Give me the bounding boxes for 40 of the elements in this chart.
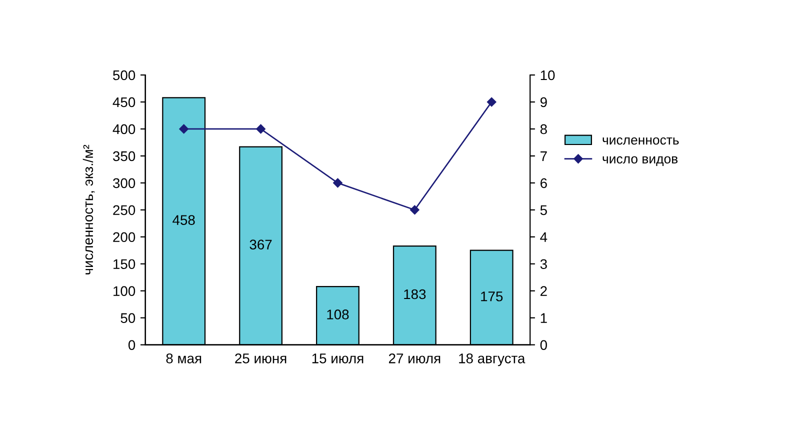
x-tick-label: 15 июля xyxy=(312,354,364,364)
point xyxy=(333,178,342,188)
y-tick-label: 100 xyxy=(114,286,136,296)
y2-tick-label: 5 xyxy=(540,205,547,216)
data-label: 367 xyxy=(250,240,272,250)
y2-tick-label: 7 xyxy=(540,151,547,161)
y-tick-label: 250 xyxy=(113,205,136,216)
y-axis-title: численность, экз./м² xyxy=(82,144,95,274)
x-tick-label: 25 июня xyxy=(235,354,286,364)
y2-tick-label: 9 xyxy=(540,97,547,108)
y2-tick-label: 3 xyxy=(540,259,547,270)
y2-tick-label: 8 xyxy=(540,124,547,134)
legend-label: численность xyxy=(602,137,679,145)
y-tick-label: 200 xyxy=(113,232,136,242)
y-tick-label: 350 xyxy=(112,151,136,162)
y2-tick-label: 10 xyxy=(540,70,555,80)
y-tick-label: 50 xyxy=(120,313,136,323)
y2-tick-label: 6 xyxy=(540,178,547,188)
data-label: 175 xyxy=(481,292,503,302)
data-label: 108 xyxy=(327,310,349,320)
x-tick-label: 8 мая xyxy=(166,354,202,364)
y2-tick-label: 4 xyxy=(540,232,548,242)
point xyxy=(179,124,188,134)
y2-tick-label: 2 xyxy=(540,286,547,296)
y-tick-label: 150 xyxy=(114,259,136,270)
y-tick-label: 450 xyxy=(112,97,136,108)
point xyxy=(256,124,266,134)
y2-tick-label: 1 xyxy=(540,313,547,323)
y-tick-label: 0 xyxy=(128,340,136,350)
x-tick-label: 27 июля xyxy=(388,354,440,364)
data-label: 183 xyxy=(404,289,426,300)
legend-label: число видов xyxy=(602,156,678,166)
y2-tick-label: 0 xyxy=(540,340,547,350)
data-label: 458 xyxy=(172,215,195,225)
y-tick-label: 400 xyxy=(112,124,136,134)
point xyxy=(410,205,420,215)
y-tick-label: 300 xyxy=(112,178,136,188)
x-tick-label: 18 августа xyxy=(459,354,526,366)
point xyxy=(486,97,496,107)
y-tick-label: 500 xyxy=(113,70,136,80)
